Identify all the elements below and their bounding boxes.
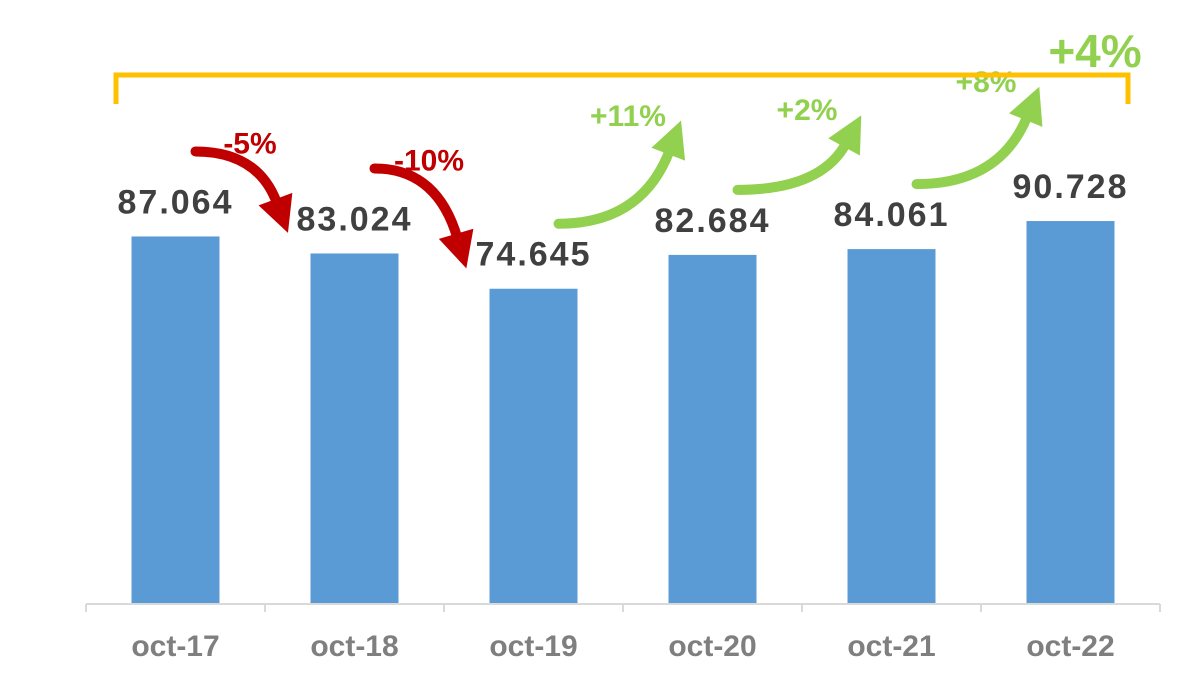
change-arrow <box>190 146 282 208</box>
x-tick-label: oct-21 <box>847 630 935 663</box>
value-label: 90.728 <box>1013 168 1129 206</box>
change-label: -10% <box>394 144 464 177</box>
x-tick-label: oct-18 <box>310 630 398 663</box>
value-label: 83.024 <box>297 200 413 238</box>
total-change-label: +4% <box>1048 25 1141 77</box>
arrow-head <box>258 192 293 233</box>
arrow-head <box>438 228 474 269</box>
value-label: 84.061 <box>834 196 950 234</box>
change-label: -5% <box>223 127 276 160</box>
change-label: +2% <box>777 94 838 127</box>
arrow-head <box>828 115 862 156</box>
change-arrow <box>369 163 463 243</box>
arrow-head <box>651 120 686 161</box>
change-label: +8% <box>956 66 1017 99</box>
x-tick-label: oct-22 <box>1026 630 1114 663</box>
change-arrow <box>553 145 675 229</box>
x-tick-label: oct-17 <box>131 630 219 663</box>
bar <box>847 249 936 603</box>
arrow-head <box>1009 86 1043 127</box>
bar <box>131 236 220 603</box>
bar <box>668 254 757 603</box>
value-label: 74.645 <box>476 236 592 274</box>
bar <box>1026 221 1115 603</box>
value-label: 82.684 <box>655 202 771 240</box>
change-arrow <box>911 111 1033 190</box>
bar <box>489 288 578 603</box>
x-tick-label: oct-20 <box>668 630 756 663</box>
x-tick-label: oct-19 <box>489 630 577 663</box>
total-bracket <box>113 72 1131 104</box>
bar <box>310 253 399 603</box>
value-label: 87.064 <box>118 183 234 221</box>
change-arrow <box>732 138 852 195</box>
change-label: +11% <box>590 100 666 133</box>
